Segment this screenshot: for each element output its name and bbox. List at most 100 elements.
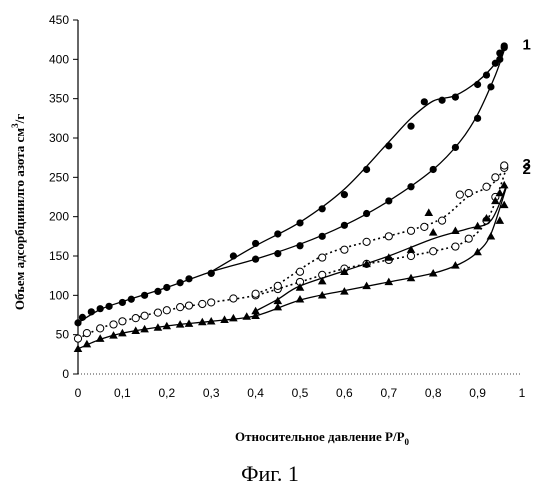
series-1-adsorption-point [177,279,184,286]
series-1-desorption-point [208,270,215,277]
y-tick-label: 50 [56,328,70,342]
series-1-adsorption-point [163,284,170,291]
series-3-label: 3 [522,156,530,173]
series-1-adsorption-point [363,210,370,217]
series-2-adsorption-point [230,295,237,302]
y-tick-label: 450 [49,13,69,27]
series-1-desorption-point [474,81,481,88]
series-1-desorption-point [492,60,499,67]
series-2-adsorption-point [110,321,117,328]
series-2-desorption-point [385,233,392,240]
series-2-adsorption-point [208,299,215,306]
series-1-adsorption-point [79,314,86,321]
series-2-desorption-point [252,290,259,297]
y-tick-label: 200 [49,210,69,224]
x-tick-label: 0,8 [425,386,442,400]
series-1-desorption-point [363,166,370,173]
series-1-desorption-point [341,191,348,198]
series-1-desorption-point [385,142,392,149]
series-1-desorption-point [296,219,303,226]
series-1-desorption-point [252,240,259,247]
series-1-adsorption-point [185,275,192,282]
series-2-adsorption-point [452,243,459,250]
series-2-adsorption-point [141,312,148,319]
series-2-desorption-point [501,162,508,169]
x-axis-title: Относительное давление P/P0 [235,429,410,447]
series-1-adsorption-line [78,44,507,323]
series-1-desorption-point [452,93,459,100]
series-2-desorption-point [407,227,414,234]
series-1-adsorption-point [407,183,414,190]
y-axis-title: Объем адсорбцииилго азота см3/г [10,114,27,310]
series-3-desorption-point [496,189,505,197]
figure-caption: Фиг. 1 [241,461,299,486]
series-2-desorption-point [363,238,370,245]
y-tick-label: 300 [49,131,69,145]
series-3-desorption-point [429,228,438,236]
series-2-adsorption-point [74,335,81,342]
series-1-desorption-point [483,71,490,78]
y-tick-label: 100 [49,288,69,302]
series-layer: 1 23 [74,37,531,352]
x-tick-label: 0 [75,386,82,400]
series-2: 2 [74,161,530,342]
series-1-adsorption-point [141,292,148,299]
series-2-adsorption-point [177,304,184,311]
series-1-adsorption-point [97,305,104,312]
series-2-adsorption-point [430,248,437,255]
x-tick-label: 0,4 [247,386,264,400]
y-tick-label: 400 [49,52,69,66]
series-3-adsorption-point [487,232,496,240]
series-1-adsorption-point [430,166,437,173]
x-tick-label: 1 [519,386,526,400]
series-1-adsorption-point [385,197,392,204]
x-tick-label: 0,7 [380,386,397,400]
series-1-desorption-point [421,98,428,105]
series-1-adsorption-point [252,256,259,263]
series-2-desorption-line [256,166,507,294]
series-3-adsorption-point [74,345,83,353]
y-tick-label: 0 [62,367,69,381]
series-3-adsorption-point [229,314,238,322]
series-2-adsorption-point [185,302,192,309]
y-tick-label: 350 [49,92,69,106]
series-1-adsorption-point [319,233,326,240]
x-tick-label: 0,1 [114,386,131,400]
x-tick-label: 0,2 [158,386,175,400]
x-tick-label: 0,9 [469,386,486,400]
series-1-desorption-point [407,123,414,130]
series-1-adsorption-point [487,83,494,90]
series-2-desorption-point [341,246,348,253]
series-2-adsorption-point [154,309,161,316]
x-tick-label: 0,3 [203,386,220,400]
series-2-desorption-point [438,217,445,224]
series-1-desorption-point [438,97,445,104]
series-1-desorption-point [319,205,326,212]
x-tick-label: 0,6 [336,386,353,400]
series-3-adsorption-line [78,187,507,349]
x-tick-label: 0,5 [292,386,309,400]
y-tick-label: 250 [49,170,69,184]
series-3: 3 [74,156,531,352]
series-2-desorption-point [421,223,428,230]
series-3-desorption-point [424,208,433,216]
series-2-adsorption-point [465,235,472,242]
series-3-desorption-point [482,214,491,222]
series-3-desorption-point [318,277,327,285]
series-2-desorption-point [483,183,490,190]
series-1-desorption-point [230,252,237,259]
y-axis-ticks: 050100150200250300350400450 [49,13,78,381]
series-1-adsorption-point [452,144,459,151]
series-3-adsorption-point [242,312,251,320]
plot-area: 050100150200250300350400450 00,10,20,30,… [49,13,531,400]
series-2-adsorption-point [97,325,104,332]
series-3-desorption-point [251,307,260,315]
series-1-desorption-point [501,42,508,49]
series-2-desorption-point [296,268,303,275]
series-1-desorption-line [211,44,506,272]
series-1-label: 1 [522,37,530,54]
series-2-desorption-point [319,254,326,261]
series-2-desorption-point [274,282,281,289]
series-2-adsorption-point [163,307,170,314]
series-2-adsorption-point [199,300,206,307]
